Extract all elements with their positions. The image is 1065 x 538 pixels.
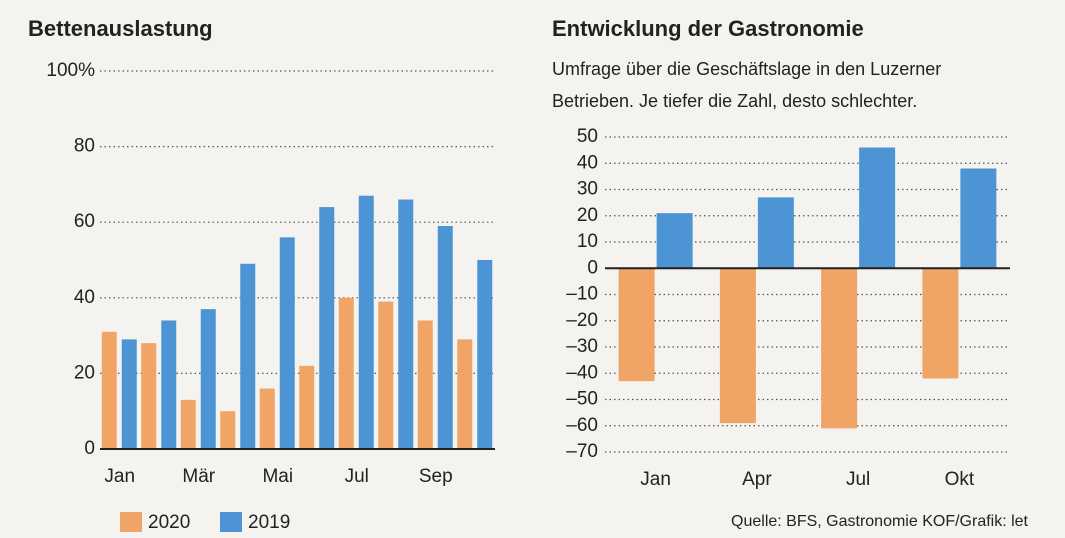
bar: [821, 268, 858, 429]
bar: [220, 411, 236, 449]
bar: [240, 263, 256, 449]
y-tick-label: –50: [566, 389, 598, 410]
x-tick-label: Sep: [419, 466, 453, 487]
x-tick-label: Mär: [182, 466, 215, 487]
bar: [437, 225, 453, 449]
legend-label: 2020: [148, 512, 190, 533]
legend-label: 2019: [248, 512, 290, 533]
bar: [378, 301, 394, 449]
bar: [101, 331, 117, 449]
y-tick-label: 100%: [46, 60, 95, 81]
x-tick-label: Apr: [742, 469, 772, 490]
chart-title: Bettenauslastung: [28, 16, 213, 41]
bar: [299, 365, 315, 449]
x-tick-label: Jul: [846, 469, 870, 490]
y-tick-label: 0: [587, 257, 598, 278]
y-tick-label: 10: [577, 231, 598, 252]
y-tick-label: 0: [84, 438, 95, 459]
y-tick-label: 50: [577, 126, 598, 147]
bar: [417, 320, 433, 449]
y-tick-label: 80: [74, 136, 95, 157]
y-tick-label: –30: [566, 336, 598, 357]
bar: [259, 388, 275, 449]
bar: [161, 320, 177, 449]
bar: [859, 147, 896, 269]
bar: [319, 207, 335, 449]
subtitle: Umfrage über die Geschäftslage in den Lu…: [552, 59, 941, 79]
bar: [757, 197, 794, 269]
bar: [180, 399, 196, 449]
legend-swatch: [220, 512, 242, 532]
bar: [358, 195, 374, 449]
y-tick-label: –60: [566, 415, 598, 436]
y-tick-label: 60: [74, 211, 95, 232]
bar: [719, 268, 756, 424]
x-tick-label: Okt: [945, 469, 975, 490]
bar: [141, 343, 157, 449]
subtitle: Betrieben. Je tiefer die Zahl, desto sch…: [552, 91, 917, 111]
y-tick-label: 20: [577, 205, 598, 226]
y-tick-label: –40: [566, 362, 598, 383]
chart-title: Entwicklung der Gastronomie: [552, 16, 864, 41]
x-tick-label: Mai: [262, 466, 293, 487]
y-tick-label: 40: [74, 287, 95, 308]
y-tick-label: 40: [577, 152, 598, 173]
bar: [477, 260, 493, 449]
bar: [121, 339, 137, 449]
y-tick-label: 20: [74, 362, 95, 383]
source: Quelle: BFS, Gastronomie KOF/Grafik: let: [731, 513, 1029, 530]
y-tick-label: –10: [566, 284, 598, 305]
legend-swatch: [120, 512, 142, 532]
bar: [279, 237, 295, 449]
y-tick-label: –70: [566, 441, 598, 462]
x-tick-label: Jan: [104, 466, 135, 487]
x-tick-label: Jul: [345, 466, 369, 487]
bar: [338, 297, 354, 449]
bar: [960, 168, 997, 269]
bar: [656, 213, 693, 269]
x-tick-label: Jan: [640, 469, 671, 490]
bar: [200, 309, 216, 449]
bar: [457, 339, 473, 449]
y-tick-label: –20: [566, 310, 598, 331]
bar: [618, 268, 655, 382]
y-tick-label: 30: [577, 179, 598, 200]
bar: [922, 268, 959, 379]
bar: [398, 199, 414, 449]
